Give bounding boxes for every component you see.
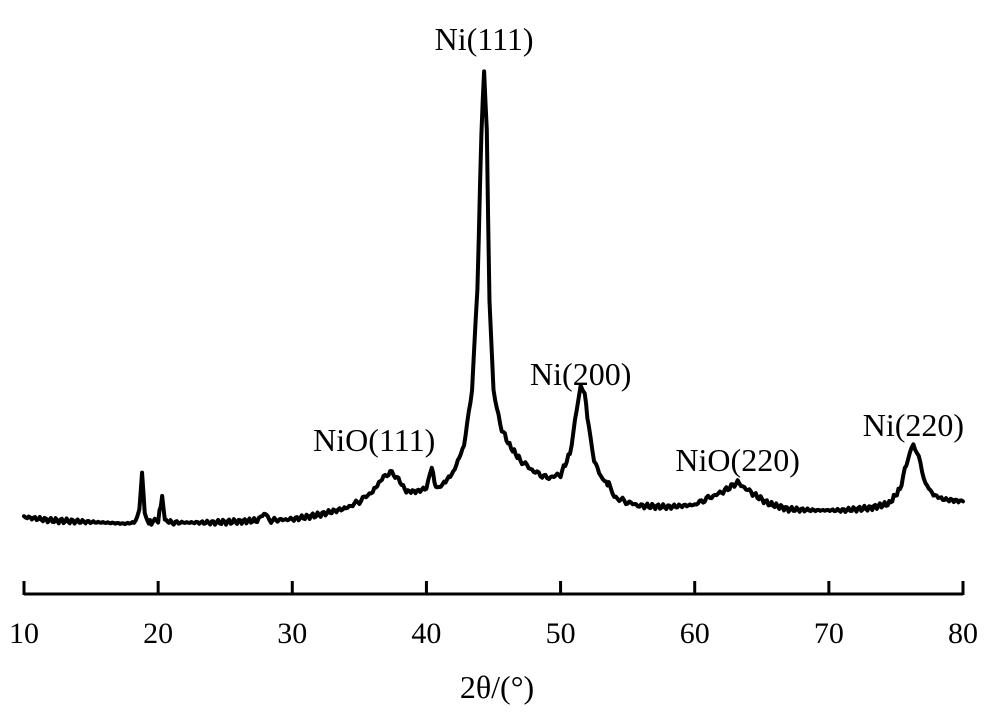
peak-annotations: Ni(111) NiO(111) Ni(200) NiO(220) Ni(220) <box>313 21 964 478</box>
peak-label: NiO(220) <box>675 442 799 478</box>
x-tick-label: 50 <box>546 617 576 650</box>
x-tick-label: 80 <box>948 617 978 650</box>
xrd-series-line <box>22 69 965 527</box>
x-tick-label: 70 <box>814 617 844 650</box>
x-tick-label: 60 <box>680 617 710 650</box>
plot-area <box>22 69 965 527</box>
x-tick-label: 40 <box>411 617 441 650</box>
x-tick-label: 10 <box>9 617 39 650</box>
x-tick-label: 20 <box>143 617 173 650</box>
x-tick-label: 30 <box>277 617 307 650</box>
peak-label: NiO(111) <box>313 422 435 458</box>
x-axis-title: 2θ/(°) <box>460 669 534 705</box>
peak-label: Ni(111) <box>435 21 534 57</box>
peak-label: Ni(220) <box>863 407 964 443</box>
peak-label: Ni(200) <box>530 356 631 392</box>
x-axis-ticks: 10 20 30 40 50 60 70 80 <box>9 581 978 650</box>
